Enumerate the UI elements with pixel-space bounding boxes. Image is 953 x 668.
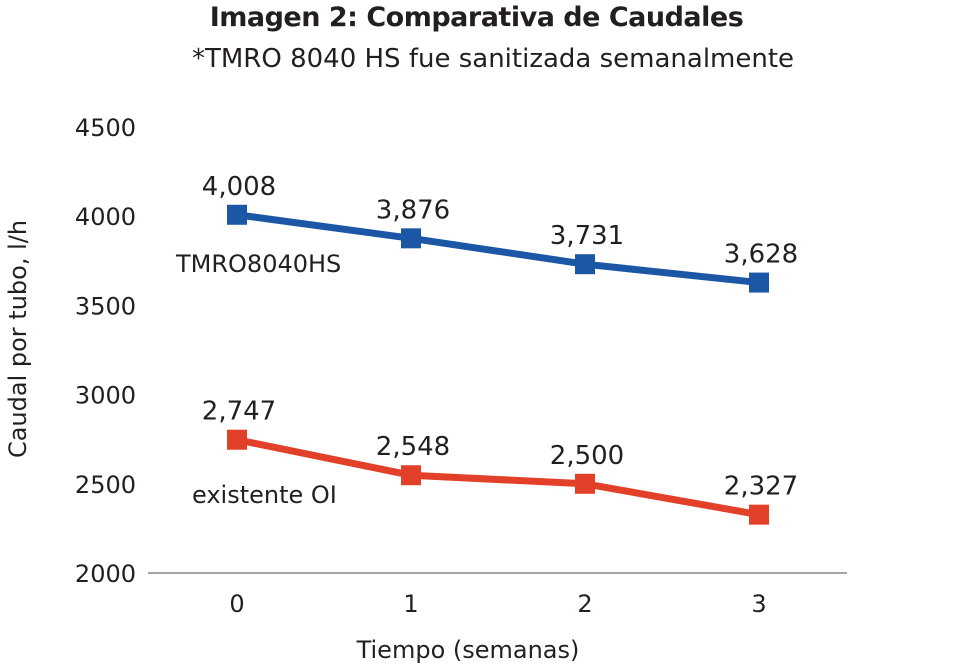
data-label: 4,008 bbox=[202, 172, 276, 202]
data-label: 3,731 bbox=[550, 221, 624, 251]
series-line bbox=[236, 436, 760, 519]
data-point-marker bbox=[227, 204, 247, 225]
data-label: 3,876 bbox=[376, 195, 450, 225]
data-label: 3,628 bbox=[724, 240, 798, 270]
y-tick-label: 3000 bbox=[75, 382, 136, 410]
series-tmro8040hs: 4,008 3,876 3,731 3,628 TMRO8040HS bbox=[175, 172, 798, 293]
series-layer: 4,008 3,876 3,731 3,628 TMRO8040HS 2,747 2,548… bbox=[175, 172, 798, 525]
data-point-marker bbox=[749, 504, 769, 525]
y-tick-label: 4500 bbox=[75, 114, 136, 142]
data-point-marker bbox=[401, 465, 421, 486]
y-axis-label: Caudal por tubo, l/h bbox=[4, 220, 32, 458]
y-tick-label: 3500 bbox=[75, 292, 136, 320]
data-point-marker bbox=[227, 429, 247, 450]
data-point-marker bbox=[575, 254, 595, 275]
y-tick-label: 2500 bbox=[75, 471, 136, 499]
data-label: 2,548 bbox=[376, 432, 450, 462]
data-point-marker bbox=[575, 473, 595, 494]
series-line bbox=[236, 211, 760, 287]
y-tick-label: 4000 bbox=[75, 203, 136, 231]
x-axis-ticks: 0 1 2 3 bbox=[229, 590, 766, 618]
data-point-marker bbox=[401, 228, 421, 249]
chart-subtitle: *TMRO 8040 HS fue sanitizada semanalment… bbox=[191, 44, 795, 74]
y-tick-label: 2000 bbox=[75, 560, 136, 588]
data-label: 2,500 bbox=[550, 441, 624, 471]
x-tick-label: 0 bbox=[229, 590, 244, 618]
chart-title: Imagen 2: Comparativa de Caudales bbox=[209, 2, 744, 33]
series-existente-oi: 2,747 2,548 2,500 2,327 existente OI bbox=[192, 397, 798, 525]
series-name-label: existente OI bbox=[192, 481, 337, 509]
data-point-marker bbox=[749, 272, 769, 293]
data-label: 2,327 bbox=[724, 472, 798, 502]
y-axis-ticks: 2000 2500 3000 3500 4000 4500 bbox=[75, 114, 136, 588]
x-tick-label: 1 bbox=[403, 590, 418, 618]
x-tick-label: 3 bbox=[751, 590, 766, 618]
x-tick-label: 2 bbox=[577, 590, 592, 618]
data-label: 2,747 bbox=[202, 397, 276, 427]
x-axis-label: Tiempo (semanas) bbox=[356, 636, 580, 664]
series-name-label: TMRO8040HS bbox=[175, 250, 341, 278]
